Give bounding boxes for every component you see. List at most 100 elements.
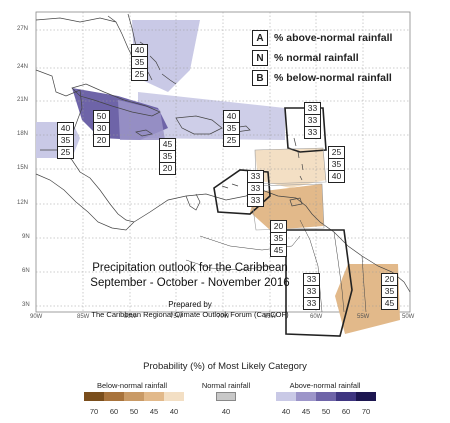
prob-above: 40 [132,45,147,57]
val-above-50: 50 [321,407,331,416]
category-key: A % above-normal rainfall N % normal rai… [252,30,412,90]
outline-guyana [285,229,353,337]
prob-above: 20 [382,274,397,286]
prob-box-trinidad: 20 35 45 [270,220,287,257]
swatch-above-70 [356,392,376,401]
prob-below: 45 [273,245,284,255]
val-normal-40: 40 [221,407,231,416]
prob-above: 40 [224,111,239,123]
val-above-70: 70 [361,407,371,416]
prob-above: 45 [160,139,175,151]
prob-box-cuba-west: 40 35 25 [57,122,74,159]
lon-tick-80w: 80W [124,314,137,320]
val-below-45: 45 [149,407,159,416]
prob-normal: 35 [224,123,239,135]
prob-below: 20 [162,163,173,173]
swatch-below-60 [104,392,124,401]
lat-tick-3n: 3N [22,302,30,308]
prob-normal: 35 [132,57,147,69]
prob-box-cuba-central: 50 30 20 [93,110,110,147]
prob-normal: 35 [160,151,175,163]
map-title-line1: Precipitation outlook for the Caribbean [92,262,288,274]
swatch-above-40 [276,392,296,401]
prob-above: 25 [329,147,344,159]
prob-below: 33 [307,127,318,137]
colorbar-title: Probability (%) of Most Likely Category [143,361,307,372]
key-letter-a: A [252,30,268,46]
prob-below: 20 [96,135,107,145]
forum-name: The Caribbean Regional Climate Outlook F… [91,310,289,319]
prob-normal: 33 [305,115,320,127]
lon-tick-75w: 75W [170,314,183,320]
lat-tick-9n: 9N [22,234,30,240]
prob-box-french-guiana: 20 35 45 [381,273,398,310]
prob-box-guyana: 33 33 33 [303,273,320,310]
region-trinidad [250,184,324,230]
map-title-line2: September - October - November 2016 [90,277,290,289]
lon-tick-65w: 65W [264,314,277,320]
prob-below: 25 [226,135,237,145]
swatch-below-70 [84,392,104,401]
swatch-below-50 [124,392,144,401]
swatch-above-45 [296,392,316,401]
lon-tick-70w: 70W [217,314,230,320]
outline-abc [213,169,271,215]
prob-below: 45 [384,298,395,308]
prob-below: 25 [134,69,145,79]
normal-label: Normal rainfall [201,381,251,390]
key-text-normal: % normal rainfall [274,52,359,64]
prob-box-leeward: 33 33 33 [304,102,321,139]
prob-box-windward: 25 35 40 [328,146,345,183]
prob-above: 40 [58,123,73,135]
key-row-above: A % above-normal rainfall [252,30,412,46]
prepared-by: Prepared by [168,300,212,309]
prob-normal: 35 [271,233,286,245]
lat-tick-27n: 27N [17,26,29,32]
lon-tick-85w: 85W [77,314,90,320]
val-below-40: 40 [169,407,179,416]
lat-tick-12n: 12N [17,200,29,206]
lon-tick-60w: 60W [310,314,323,320]
lat-tick-18n: 18N [17,131,29,137]
prob-box-abc-islands: 33 33 33 [247,170,264,207]
lat-tick-21n: 21N [17,97,29,103]
swatch-below-40 [164,392,184,401]
key-row-below: B % below-normal rainfall [252,70,412,86]
prob-above: 50 [94,111,109,123]
val-below-60: 60 [109,407,119,416]
val-above-60: 60 [341,407,351,416]
prob-normal: 35 [58,135,73,147]
prob-above: 20 [271,221,286,233]
swatch-above-50 [316,392,336,401]
val-above-40: 40 [281,407,291,416]
lon-tick-50w: 50W [402,314,415,320]
lat-tick-6n: 6N [22,268,30,274]
lon-tick-90w: 90W [30,314,43,320]
outline-trinidad [249,183,325,231]
swatch-below-45 [144,392,164,401]
prob-above: 33 [305,103,320,115]
prob-below: 33 [250,195,261,205]
prob-normal: 33 [304,286,319,298]
prob-normal: 35 [329,159,344,171]
swatch-above-60 [336,392,356,401]
key-row-normal: N % normal rainfall [252,50,412,66]
key-letter-n: N [252,50,268,66]
prob-above: 33 [248,171,263,183]
lon-tick-55w: 55W [357,314,370,320]
val-below-50: 50 [129,407,139,416]
prob-below: 40 [331,171,342,181]
prob-normal: 35 [382,286,397,298]
lat-tick-15n: 15N [17,165,29,171]
prob-below: 25 [60,147,71,157]
prob-above: 33 [304,274,319,286]
region-windward [255,148,326,188]
swatch-normal-40 [216,392,236,401]
prob-normal: 33 [248,183,263,195]
prob-box-hispaniola: 40 35 25 [223,110,240,147]
key-letter-b: B [252,70,268,86]
prob-normal: 30 [94,123,109,135]
val-below-70: 70 [89,407,99,416]
key-text-above: % above-normal rainfall [274,32,393,44]
prob-below: 33 [306,298,317,308]
